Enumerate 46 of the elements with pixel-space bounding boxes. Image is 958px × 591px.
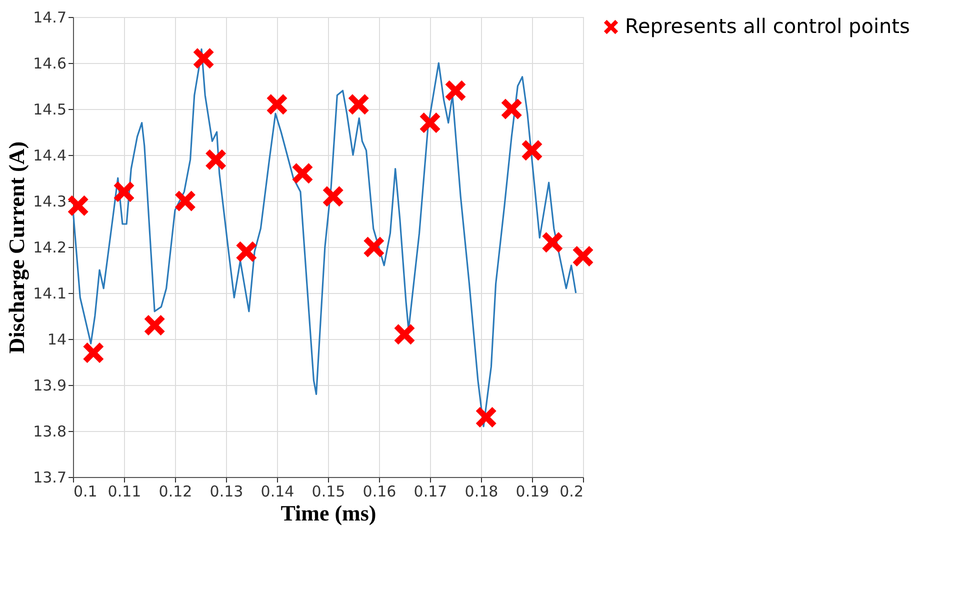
point xyxy=(394,324,415,345)
point xyxy=(420,112,440,134)
point xyxy=(114,182,134,202)
x-tick-label: 0.14 xyxy=(260,482,294,500)
x-tick-label: 0.15 xyxy=(312,482,346,500)
point xyxy=(322,186,344,207)
x-tick-label: 0.2 xyxy=(560,482,584,500)
point xyxy=(292,163,313,184)
point xyxy=(476,406,496,428)
y-tick-label: 14 xyxy=(47,330,66,348)
y-tick-label: 13.8 xyxy=(33,422,66,440)
x-axis-title: Time (ms) xyxy=(280,500,376,526)
x-tick-label: 0.18 xyxy=(464,482,498,500)
x-tick-label: 0.16 xyxy=(362,482,396,500)
x-tick-label: 0.17 xyxy=(414,482,448,500)
y-tick-label: 14.3 xyxy=(33,192,66,210)
point xyxy=(501,98,522,120)
point xyxy=(572,246,594,266)
x-tick-label: 0.19 xyxy=(516,482,550,500)
point xyxy=(542,232,563,253)
point xyxy=(266,94,288,115)
point xyxy=(174,190,196,212)
y-tick-label: 14.1 xyxy=(33,284,66,302)
y-tick-label: 13.9 xyxy=(33,376,66,394)
point xyxy=(193,48,214,69)
point xyxy=(144,314,165,336)
x-tick-label: 0.1 xyxy=(74,482,98,500)
point xyxy=(83,342,104,364)
point xyxy=(68,195,88,216)
point xyxy=(348,94,369,115)
x-tick-label: 0.13 xyxy=(210,482,244,500)
x-tick-label: 0.12 xyxy=(158,482,192,500)
y-tick-label: 14.5 xyxy=(33,100,66,118)
y-tick-label: 14.4 xyxy=(33,146,66,164)
y-axis-title: Discharge Current (A) xyxy=(4,141,30,354)
x-tick-label: 0.11 xyxy=(108,482,142,500)
point xyxy=(236,241,257,262)
point xyxy=(364,236,384,258)
y-tick-label: 13.7 xyxy=(33,468,66,486)
y-tick-label: 14.6 xyxy=(33,54,66,72)
point xyxy=(206,149,226,170)
y-tick-label: 14.7 xyxy=(33,8,66,26)
point xyxy=(445,80,466,101)
point xyxy=(522,140,542,161)
y-tick-label: 14.2 xyxy=(33,238,66,256)
legend-label: Represents all control points xyxy=(625,14,910,38)
